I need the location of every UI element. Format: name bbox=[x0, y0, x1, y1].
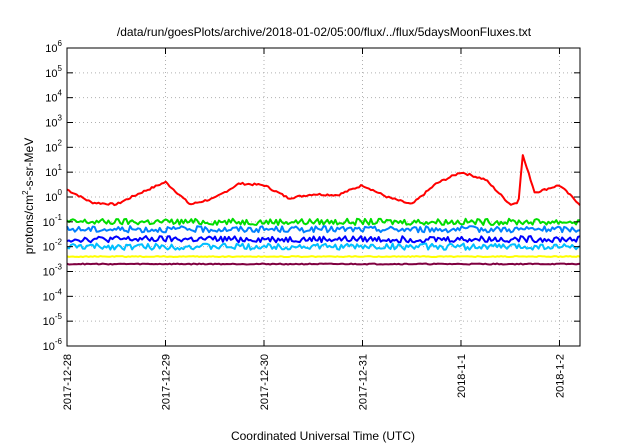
y-tick-label: 10-5 bbox=[43, 312, 63, 328]
y-tick-label: 10-3 bbox=[43, 263, 63, 279]
x-tick-label: 2017-12-29 bbox=[160, 354, 172, 410]
x-tick-label: 2017-12-30 bbox=[259, 354, 271, 410]
y-tick-label: 101 bbox=[45, 163, 62, 179]
y-tick-label: 100 bbox=[45, 188, 62, 204]
series-line-6 bbox=[66, 255, 581, 258]
x-tick-label: 2018-1-2 bbox=[554, 354, 566, 398]
series-line-1 bbox=[66, 154, 581, 207]
y-tick-label: 10-1 bbox=[43, 213, 63, 229]
y-axis-label: protons/cm2-s-sr-MeV bbox=[21, 138, 36, 254]
series-line-7 bbox=[66, 262, 581, 266]
y-tick-label: 10-4 bbox=[43, 287, 63, 303]
x-tick-label: 2017-12-31 bbox=[357, 354, 369, 410]
series-line-5 bbox=[66, 242, 581, 251]
series-line-3 bbox=[66, 225, 581, 234]
series-group bbox=[66, 154, 581, 266]
y-tick-label: 102 bbox=[45, 138, 62, 154]
y-tick-label: 10-2 bbox=[43, 238, 63, 254]
y-tick-label: 104 bbox=[45, 89, 62, 105]
y-tick-label: 105 bbox=[45, 64, 62, 80]
y-tick-label: 10-6 bbox=[43, 337, 63, 353]
series-line-4 bbox=[66, 235, 581, 244]
y-axis: 106 105 104 103 102 101 100 10-1 10-2 10-3 10-4 10-… bbox=[43, 39, 580, 353]
chart-title: /data/run/goesPlots/archive/2018-01-02/0… bbox=[117, 25, 532, 39]
y-tick-label: 106 bbox=[45, 39, 62, 55]
grid bbox=[67, 48, 580, 346]
series-line-2 bbox=[66, 217, 581, 226]
x-tick-label: 2018-1-1 bbox=[456, 354, 468, 398]
y-tick-label: 103 bbox=[45, 114, 62, 130]
x-tick-label: 2017-12-28 bbox=[62, 354, 74, 410]
x-axis-label: Coordinated Universal Time (UTC) bbox=[231, 429, 415, 443]
x-axis: 2017-12-28 2017-12-29 2017-12-30 2017-12-31… bbox=[62, 48, 566, 410]
